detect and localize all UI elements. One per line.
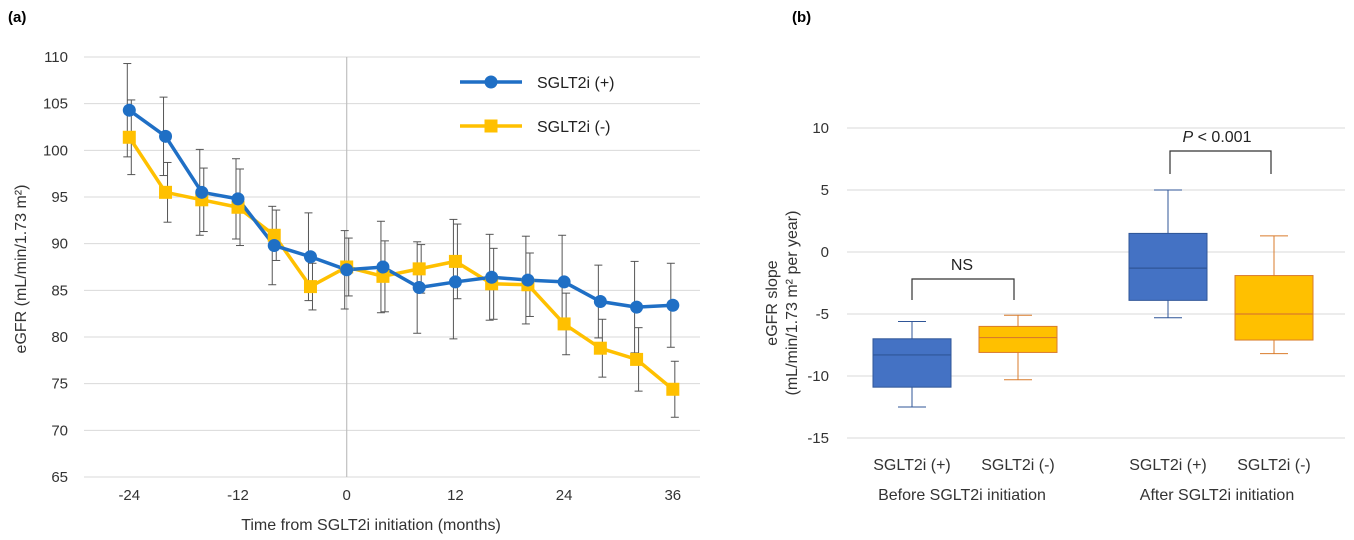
bracket-ns (911, 278, 1015, 300)
group-label-before: Before SGLT2i initiation (878, 487, 1046, 504)
box-label-after-plus: SGLT2i (+) (1129, 457, 1207, 474)
data-point (557, 275, 571, 289)
data-point (159, 129, 173, 143)
legend-marker-plus (484, 75, 498, 89)
panel-a-y-tick-label: 90 (51, 236, 68, 253)
series-line (127, 136, 674, 391)
data-point (412, 281, 426, 295)
p-value-rest: < 0.001 (1193, 129, 1251, 146)
panel-a-x-tick-label: -24 (118, 487, 140, 504)
box-label-before-plus: SGLT2i (+) (873, 457, 951, 474)
data-point (593, 341, 607, 355)
data-point (195, 185, 209, 199)
group-label-after: After SGLT2i initiation (1140, 487, 1294, 504)
data-point (666, 298, 680, 312)
legend-text-minus: SGLT2i (-) (537, 119, 610, 136)
box (872, 338, 952, 388)
legend-marker-minus (484, 119, 498, 133)
data-point (630, 352, 644, 366)
data-point (340, 263, 354, 277)
data-point (485, 270, 499, 284)
panel-a-y-axis-label: eGFR (mL/min/1.73 m²) (13, 185, 30, 354)
data-point (267, 228, 281, 242)
data-point (521, 273, 535, 287)
series-line (128, 108, 673, 309)
panel-b-y-tick-label: -10 (807, 368, 829, 385)
panel-a-y-tick-label: 100 (43, 142, 68, 159)
panel-a-x-tick-label: 12 (447, 487, 464, 504)
panel-a-x-tick-label: 24 (556, 487, 573, 504)
data-point (412, 262, 426, 276)
panel-a-x-tick-label: 0 (343, 487, 351, 504)
data-point (593, 295, 607, 309)
panel-a-y-tick-label: 70 (51, 422, 68, 439)
panel-a-y-tick-label: 65 (51, 469, 68, 486)
panel-a-label: (a) (8, 9, 26, 26)
panel-b-y-axis-label-line1: eGFR slope (764, 260, 781, 345)
bracket-p-value (1169, 150, 1272, 174)
panel-b-y-tick-label: 0 (821, 244, 829, 261)
legend-text-plus: SGLT2i (+) (537, 75, 615, 92)
panel-a-y-tick-label: 110 (44, 49, 68, 66)
data-point (630, 300, 644, 314)
data-point (267, 239, 281, 253)
panel-a-y-tick-label: 85 (51, 282, 68, 299)
data-point (231, 192, 245, 206)
panel-b-y-axis-label-line2: (mL/min/1.73 m² per year) (784, 211, 801, 396)
data-point (303, 250, 317, 264)
panel-a-x-tick-label: 36 (664, 487, 681, 504)
box (1234, 275, 1314, 341)
box-label-before-minus: SGLT2i (-) (981, 457, 1054, 474)
panel-a-x-axis-label: Time from SGLT2i initiation (months) (241, 517, 501, 534)
box (1128, 232, 1208, 301)
panel-b-label: (b) (792, 9, 811, 26)
p-value-annotation: P < 0.001 (1183, 129, 1252, 146)
panel-a-y-tick-label: 80 (51, 329, 68, 346)
data-point (448, 254, 462, 268)
data-point (448, 275, 462, 289)
panel-a-y-tick-label: 75 (51, 376, 68, 393)
p-value-p: P (1183, 129, 1194, 146)
data-point (159, 185, 173, 199)
panel-b-y-tick-label: -5 (816, 306, 829, 323)
box (978, 325, 1058, 353)
panel-a-y-tick-label: 105 (43, 96, 68, 113)
box-label-after-minus: SGLT2i (-) (1237, 457, 1310, 474)
data-point (666, 382, 680, 396)
panel-a-y-tick-label: 95 (51, 189, 68, 206)
panel-a-x-tick-label: -12 (227, 487, 249, 504)
panel-b-y-tick-label: 5 (821, 182, 829, 199)
data-point (122, 130, 136, 144)
legend: SGLT2i (+) SGLT2i (-) (460, 75, 615, 136)
panel-b-y-tick-label: -15 (807, 430, 829, 447)
panel-b-chart (847, 127, 1345, 439)
data-point (376, 260, 390, 274)
data-point (122, 103, 136, 117)
panel-b-y-tick-label: 10 (812, 120, 829, 137)
data-point (303, 280, 317, 294)
panel-a-chart (84, 56, 700, 478)
data-point (376, 269, 390, 283)
data-point (557, 317, 571, 331)
ns-annotation: NS (951, 257, 973, 274)
